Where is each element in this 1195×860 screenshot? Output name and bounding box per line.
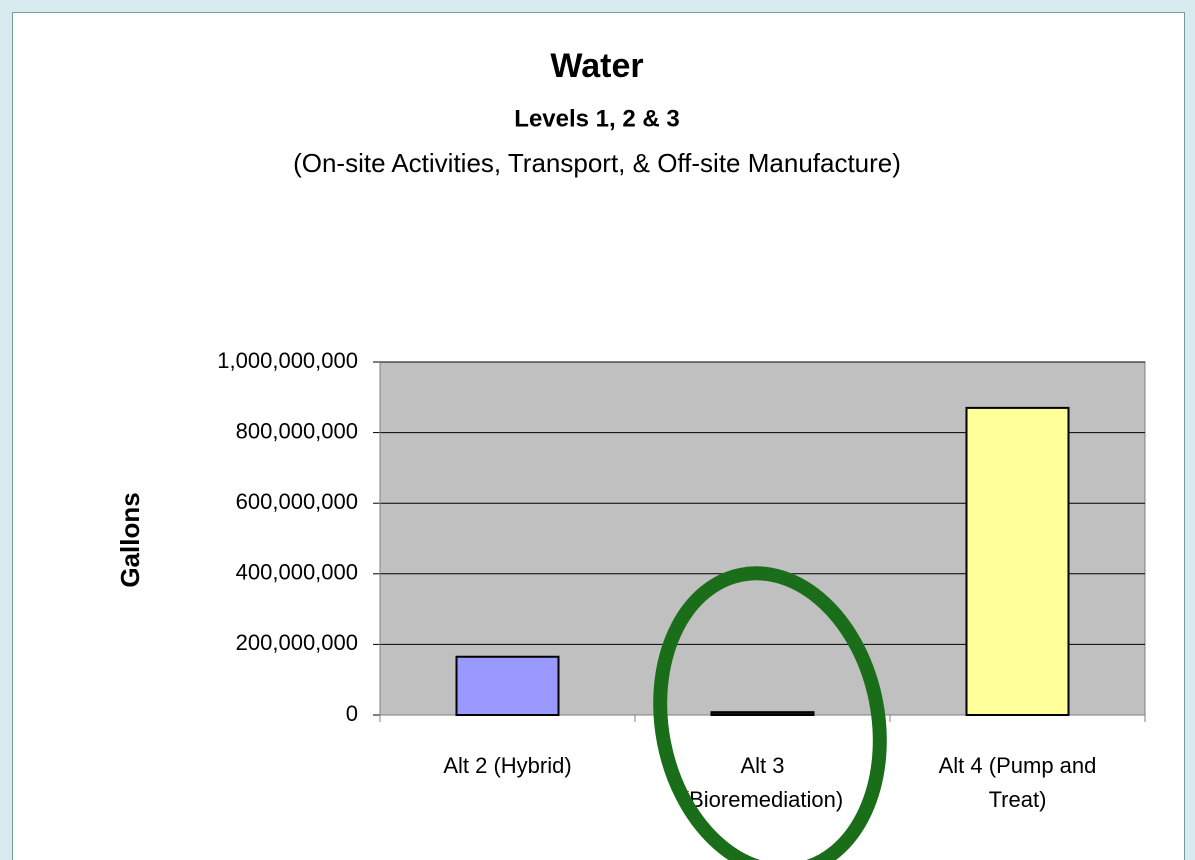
y-tick-label: 600,000,000 — [236, 489, 358, 514]
bar — [710, 711, 815, 717]
y-tick-label: 400,000,000 — [236, 560, 358, 585]
y-tick-label: 200,000,000 — [236, 630, 358, 655]
x-tick-label: Alt 3 (Bioremediation) — [681, 753, 844, 812]
chart-description: (On-site Activities, Transport, & Off-si… — [293, 148, 901, 178]
x-tick-label: Alt 4 (Pump and Treat) — [938, 753, 1097, 812]
annotation-ellipse — [653, 566, 887, 860]
chart-title: Water — [550, 47, 643, 85]
y-tick-label: 0 — [346, 701, 358, 726]
bar — [455, 655, 560, 717]
y-tick-label: 1,000,000,000 — [217, 348, 358, 373]
y-tick-label: 800,000,000 — [236, 418, 358, 443]
bar — [965, 406, 1070, 716]
chart-subtitle: Levels 1, 2 & 3 — [514, 105, 679, 132]
y-axis-label: Gallons — [115, 492, 145, 587]
x-tick-label: Alt 2 (Hybrid) — [443, 753, 572, 778]
